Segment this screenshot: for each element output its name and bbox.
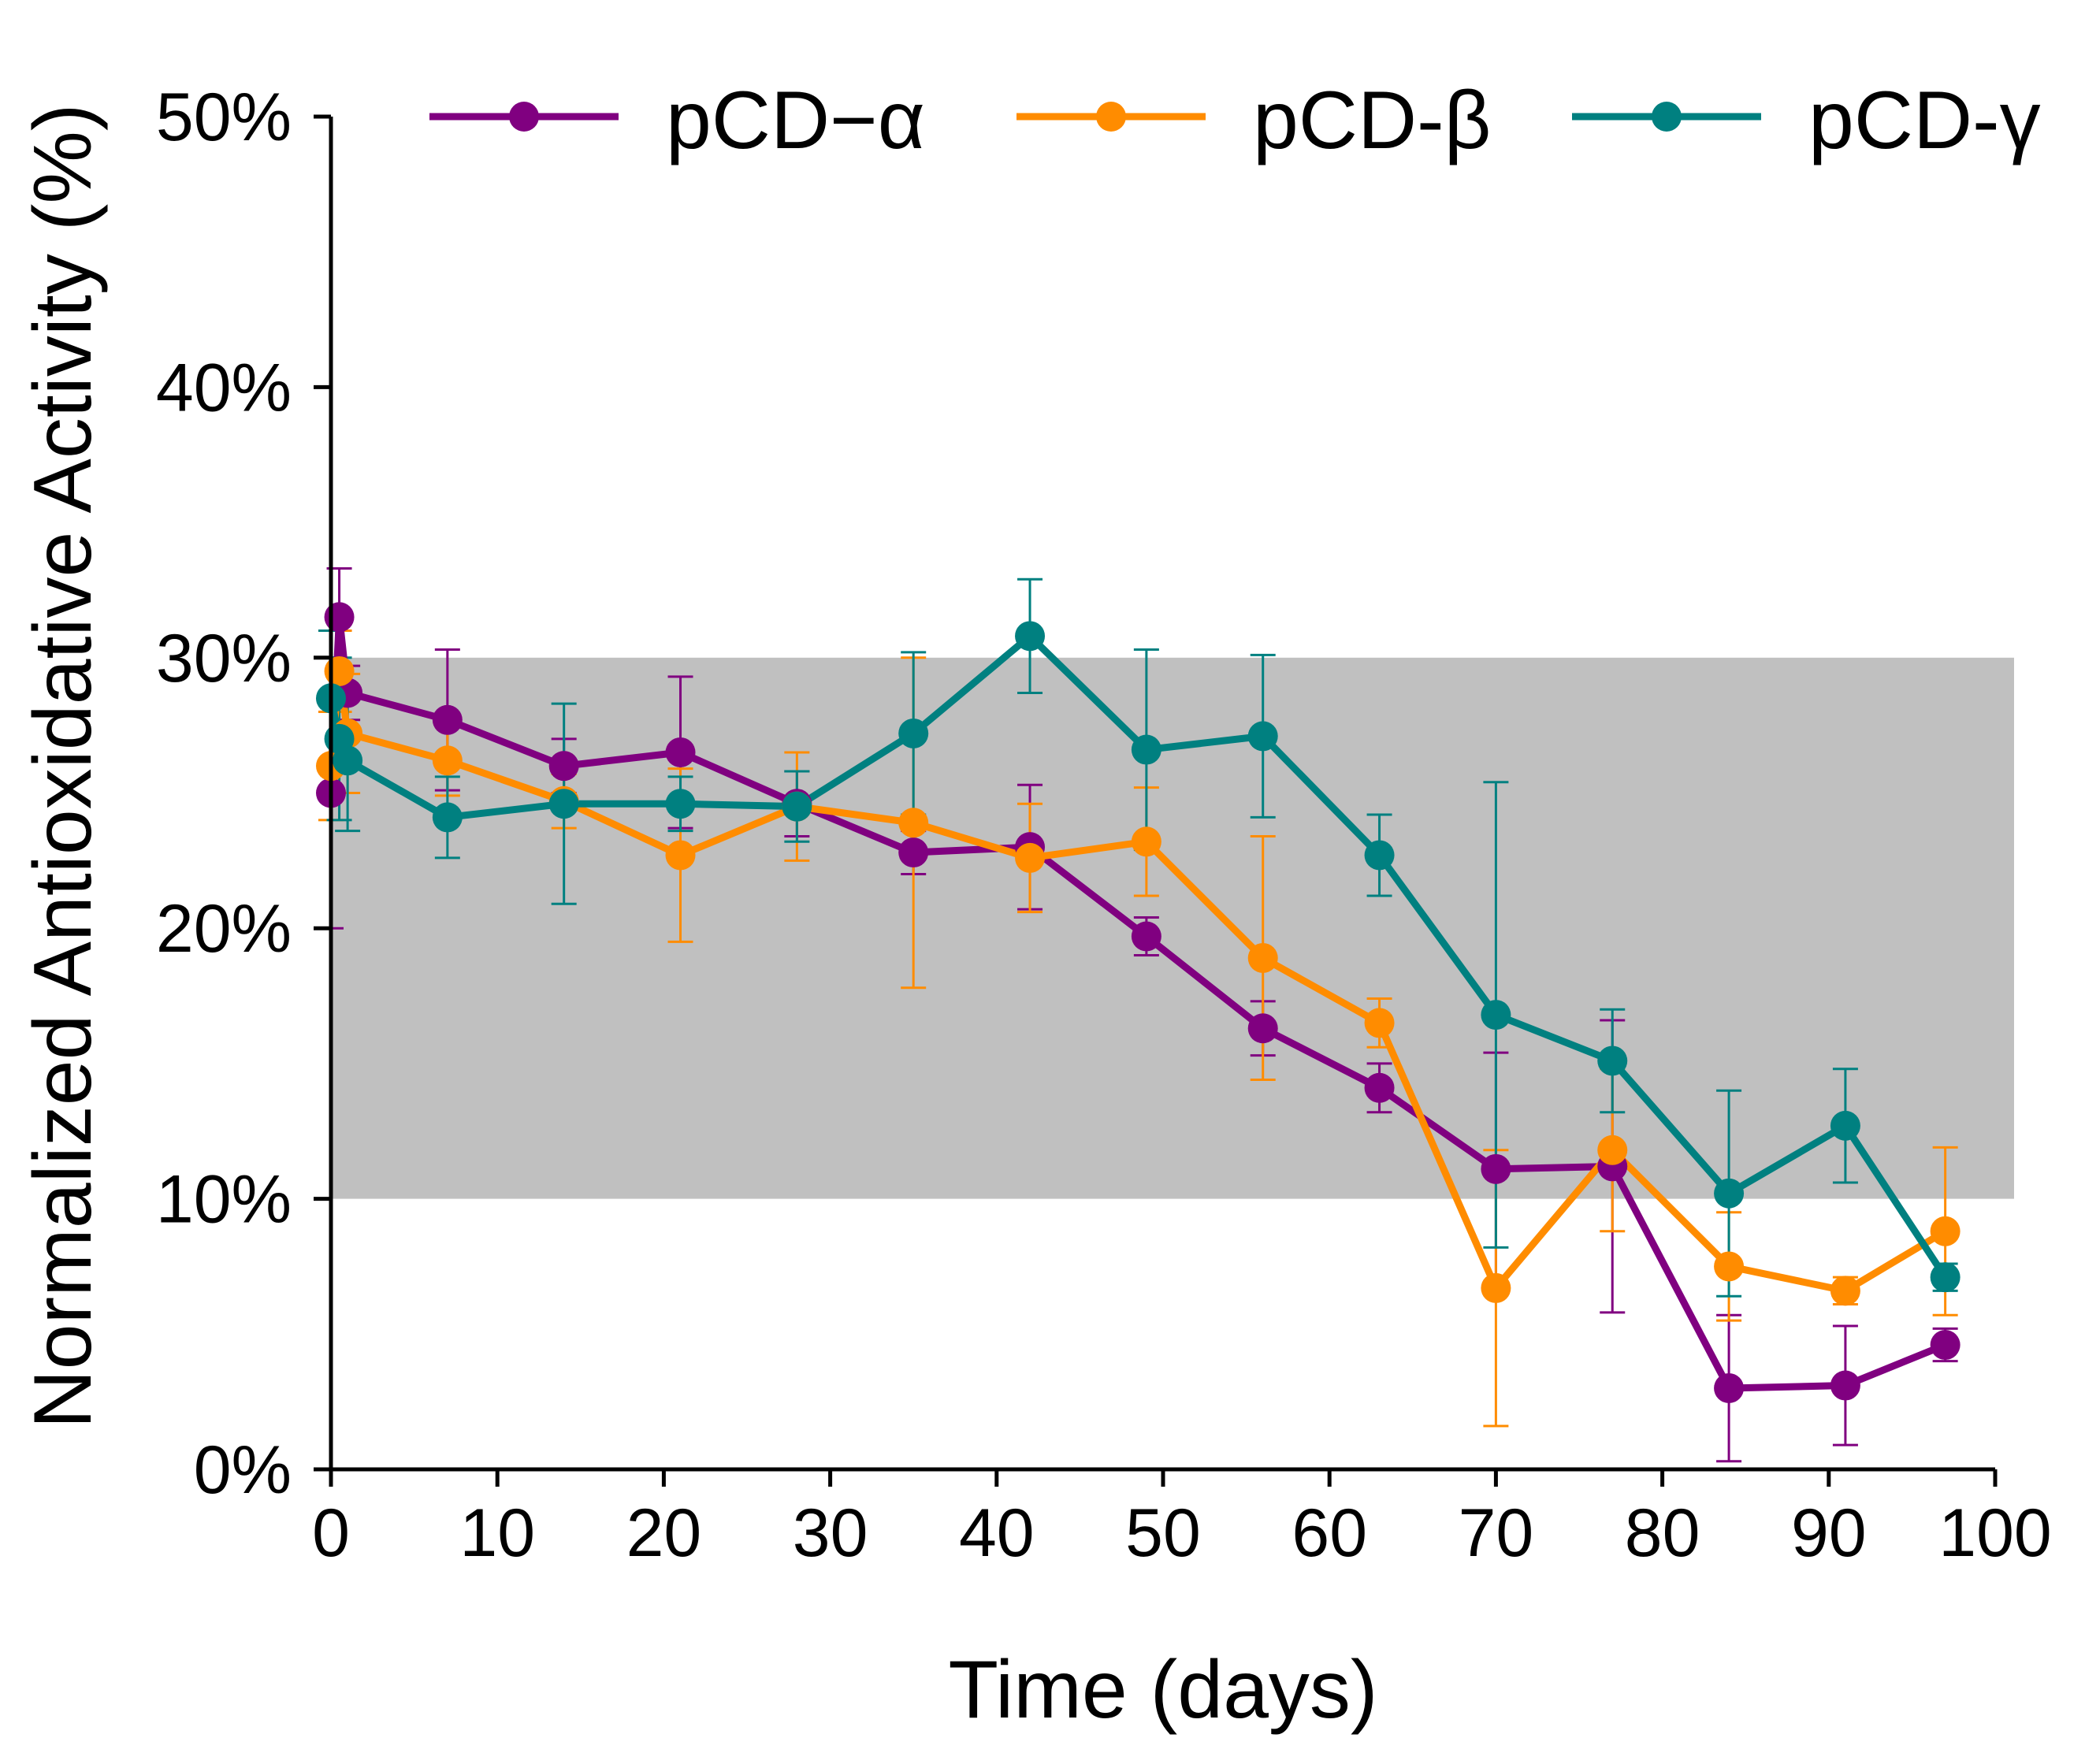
shaded-band <box>331 657 2014 1199</box>
x-tick-label: 60 <box>1292 1495 1367 1571</box>
data-point <box>898 837 929 868</box>
legend-label: pCD-γ <box>1808 75 2041 166</box>
data-point <box>333 745 363 776</box>
legend-label: pCD−α <box>666 75 925 166</box>
y-tick-label: 50% <box>156 80 292 155</box>
y-tick-label: 10% <box>156 1162 292 1238</box>
data-point <box>1830 1110 1860 1141</box>
x-ticks: 0 10 20 30 40 50 60 70 80 90 100 <box>312 1469 2052 1571</box>
y-tick-label: 30% <box>156 621 292 696</box>
data-point <box>665 840 696 871</box>
data-point <box>1714 1372 1745 1403</box>
x-tick-label: 10 <box>459 1495 535 1571</box>
legend: pCD−α pCD-β pCD-γ <box>429 75 2041 166</box>
data-point <box>782 791 812 822</box>
data-point <box>1714 1178 1745 1209</box>
x-tick-label: 50 <box>1125 1495 1201 1571</box>
data-point <box>1930 1262 1960 1293</box>
data-point <box>898 808 929 838</box>
data-point <box>1015 842 1046 873</box>
x-tick-label: 0 <box>312 1495 350 1571</box>
legend-swatch-marker <box>1096 102 1126 132</box>
data-point <box>1481 1153 1511 1184</box>
data-point <box>665 737 696 767</box>
y-axis-title: Normalized Antioxidative Activity (%) <box>17 104 109 1429</box>
x-tick-label: 20 <box>626 1495 702 1571</box>
data-point <box>1830 1370 1860 1401</box>
data-point <box>1247 721 1278 752</box>
legend-swatch-marker <box>509 102 539 132</box>
y-tick-label: 0% <box>194 1432 292 1508</box>
x-tick-label: 90 <box>1791 1495 1867 1571</box>
data-point <box>1015 621 1046 652</box>
data-point <box>432 802 463 833</box>
data-point <box>1830 1276 1860 1306</box>
x-tick-label: 70 <box>1459 1495 1534 1571</box>
data-point <box>665 789 696 819</box>
data-point <box>1597 1135 1628 1165</box>
data-point <box>1597 1045 1628 1076</box>
data-point <box>432 704 463 735</box>
x-tick-label: 30 <box>793 1495 868 1571</box>
data-point <box>1364 1008 1395 1038</box>
data-point <box>1247 942 1278 973</box>
x-axis-title: Time (days) <box>948 1644 1377 1736</box>
data-point <box>1364 840 1395 871</box>
data-point <box>1131 921 1161 952</box>
x-tick-label: 100 <box>1938 1495 2052 1571</box>
data-point <box>432 745 463 776</box>
legend-label: pCD-β <box>1253 75 1492 166</box>
data-point <box>1930 1330 1960 1361</box>
axes: 0 10 20 30 40 50 60 70 80 90 100 0% 10% 20% 30% 40% 50% <box>156 80 2052 1571</box>
x-tick-label: 40 <box>959 1495 1035 1571</box>
data-point <box>1364 1072 1395 1103</box>
x-tick-label: 80 <box>1625 1495 1700 1571</box>
data-point <box>548 751 579 782</box>
data-point <box>1247 1013 1278 1044</box>
data-point <box>1481 1272 1511 1303</box>
data-point <box>1481 1000 1511 1031</box>
data-point <box>1131 826 1161 857</box>
data-point <box>1714 1251 1745 1282</box>
legend-swatch-marker <box>1652 102 1682 132</box>
data-point <box>898 718 929 748</box>
y-ticks: 0% 10% 20% 30% 40% 50% <box>156 80 331 1508</box>
data-point <box>1930 1216 1960 1246</box>
y-tick-label: 40% <box>156 350 292 425</box>
data-point <box>1131 734 1161 765</box>
y-tick-label: 20% <box>156 891 292 967</box>
data-point <box>548 789 579 819</box>
data-point <box>324 655 355 686</box>
data-point <box>324 602 355 633</box>
